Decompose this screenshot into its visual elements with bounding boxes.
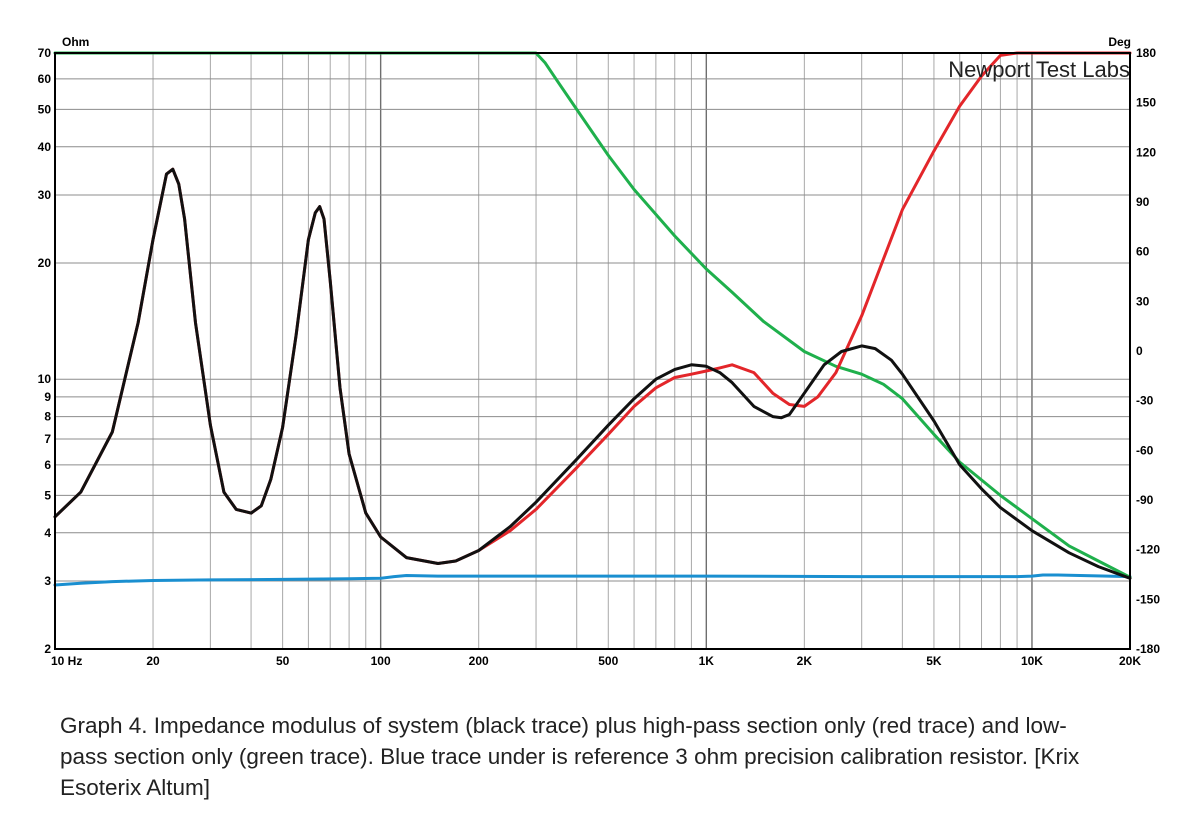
x-tick-label: 10 Hz: [51, 654, 82, 668]
series-layer: [53, 51, 1132, 587]
y-left-tick-label: 60: [38, 72, 52, 86]
x-tick-label: 50: [276, 654, 290, 668]
x-tick-label: 20K: [1119, 654, 1141, 668]
y-right-tick-label: 180: [1136, 46, 1156, 60]
y-left-tick-label: 70: [38, 46, 52, 60]
y-right-tick-label: -60: [1136, 443, 1154, 457]
y-left-tick-label: 2: [44, 642, 51, 656]
x-tick-label: 100: [371, 654, 391, 668]
plot-frame: [54, 52, 1131, 650]
x-tick-label: 500: [598, 654, 618, 668]
y-left-tick-label: 20: [38, 256, 52, 270]
reference-trace: [53, 573, 1132, 587]
y-left-unit-label: Ohm: [62, 35, 89, 49]
y-right-tick-label: 0: [1136, 344, 1143, 358]
y-right-unit-label: Deg: [1108, 35, 1131, 49]
figure-caption: Graph 4. Impedance modulus of system (bl…: [60, 713, 1080, 800]
y-left-tick-label: 3: [44, 574, 51, 588]
y-left-tick-label: 8: [44, 410, 51, 424]
x-tick-label: 10K: [1021, 654, 1043, 668]
y-right-tick-label: 90: [1136, 195, 1150, 209]
y-left-tick-label: 40: [38, 140, 52, 154]
high-pass-trace: [53, 51, 1132, 565]
axis-labels: 70 60 50 40 30 20 10 9 8 7 6 5 4 3 2 180 150 120 90 60 30 0 -3…: [38, 35, 1161, 668]
y-right-tick-label: -90: [1136, 493, 1154, 507]
x-tick-label: 2K: [797, 654, 813, 668]
x-tick-label: 20: [146, 654, 160, 668]
watermark-label: Newport Test Labs: [948, 57, 1130, 82]
y-right-tick-label: 60: [1136, 245, 1150, 259]
low-pass-trace: [53, 51, 1132, 579]
y-left-tick-label: 7: [44, 432, 51, 446]
y-right-tick-label: -30: [1136, 394, 1154, 408]
system-trace: [53, 167, 1132, 580]
y-right-tick-label: -150: [1136, 592, 1160, 606]
impedance-chart: 70 60 50 40 30 20 10 9 8 7 6 5 4 3 2 180 150 120 90 60 30 0 -3…: [38, 35, 1161, 668]
y-right-tick-label: 30: [1136, 294, 1150, 308]
y-right-tick-label: 120: [1136, 145, 1156, 159]
y-right-tick-label: -180: [1136, 642, 1160, 656]
y-left-tick-label: 9: [44, 390, 51, 404]
x-tick-label: 200: [469, 654, 489, 668]
y-left-tick-label: 5: [44, 488, 51, 502]
y-right-tick-label: 150: [1136, 96, 1156, 110]
y-right-tick-label: -120: [1136, 543, 1160, 557]
y-left-tick-label: 4: [44, 526, 51, 540]
y-left-tick-label: 10: [38, 372, 52, 386]
y-left-tick-label: 30: [38, 188, 52, 202]
x-tick-label: 5K: [926, 654, 942, 668]
y-left-tick-label: 50: [38, 102, 52, 116]
x-tick-label: 1K: [699, 654, 715, 668]
y-left-tick-label: 6: [44, 458, 51, 472]
grid: [55, 53, 1130, 649]
